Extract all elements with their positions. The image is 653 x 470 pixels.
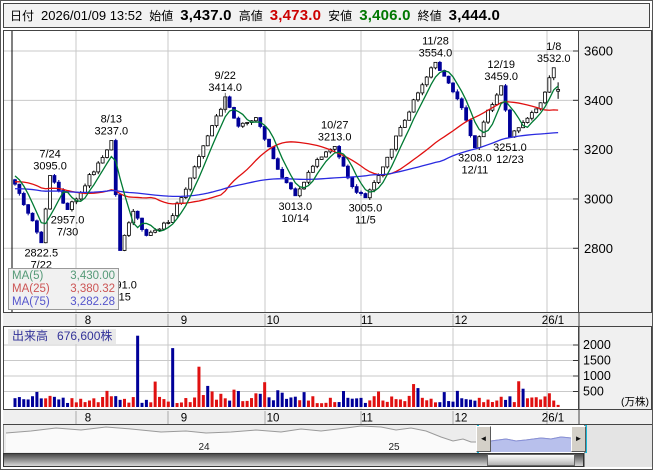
- selection-guide-right: [585, 425, 587, 453]
- ma75-label: MA(75): [12, 295, 50, 308]
- range-handle-right-button[interactable]: ►: [571, 426, 586, 452]
- ma5-value: 3,430.00: [70, 270, 115, 283]
- time-axis-top: [3, 313, 652, 327]
- quote-info-bar: 日付 2026/01/09 13:52 始値 3,437.0 高値 3,473.…: [3, 3, 650, 28]
- date-label: 日付: [10, 9, 35, 23]
- low-value: 3,406.0: [359, 7, 411, 24]
- high-value: 3,473.0: [269, 7, 322, 24]
- open-value: 3,437.0: [180, 7, 232, 24]
- volume-label: 出来高: [12, 329, 49, 343]
- ma25-value: 3,380.32: [70, 282, 115, 295]
- volume-axis-panel: [579, 327, 652, 410]
- ma75-legend-row: MA(75) 3,282.28: [12, 296, 115, 308]
- horizontal-scrollbar-thumb[interactable]: [487, 454, 575, 466]
- volume-value: 676,600株: [57, 329, 113, 343]
- ma5-legend-row: MA(5) 3,430.00: [12, 270, 115, 282]
- low-label: 安値: [328, 9, 353, 23]
- ma25-label: MA(25): [12, 282, 50, 295]
- horizontal-scrollbar-track[interactable]: [3, 453, 584, 467]
- ma-legend: MA(5) 3,430.00 MA(25) 3,380.32 MA(75) 3,…: [8, 268, 119, 310]
- navigator-selection[interactable]: [478, 425, 586, 453]
- range-handle-left-button[interactable]: ◄: [476, 426, 491, 452]
- high-label: 高値: [238, 9, 263, 23]
- navigator-right-filler: [584, 425, 652, 467]
- time-axis-bottom: [3, 410, 652, 425]
- close-label: 終値: [417, 9, 442, 23]
- ma5-label: MA(5): [12, 270, 44, 283]
- volume-header: 出来高 676,600株: [8, 329, 117, 344]
- ma75-value: 3,282.28: [70, 295, 115, 308]
- ma25-legend-row: MA(25) 3,380.32: [12, 283, 115, 295]
- datetime-value: 2026/01/09 13:52: [41, 8, 143, 23]
- price-axis-panel: [579, 30, 652, 313]
- open-label: 始値: [149, 9, 174, 23]
- close-value: 3,444.0: [448, 7, 501, 24]
